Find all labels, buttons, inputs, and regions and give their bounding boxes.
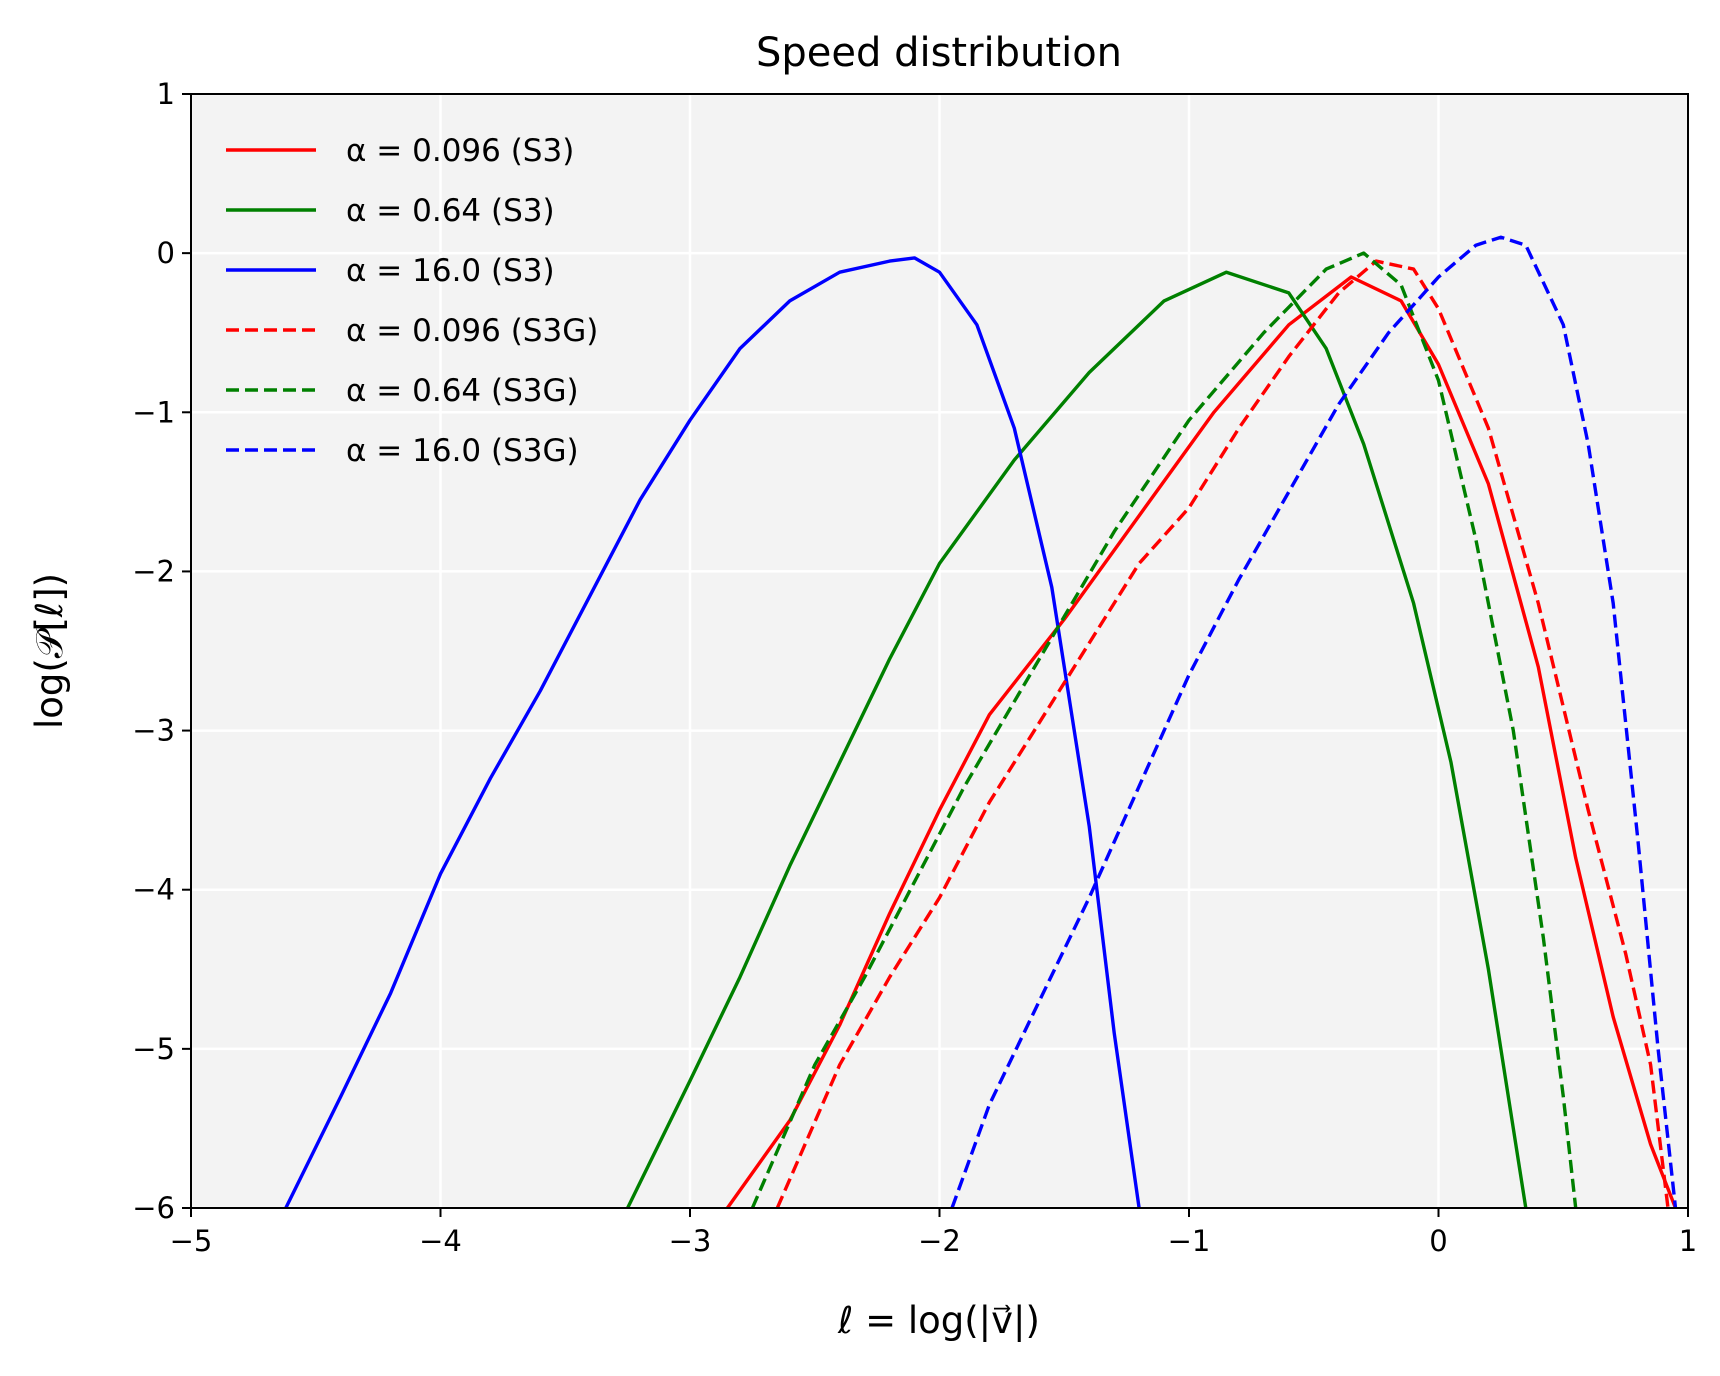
y-tick-label: −5: [132, 1032, 175, 1066]
series-line-0: [726, 275, 1678, 1209]
series-line-3: [775, 259, 1670, 1209]
x-tick-label: −4: [419, 1224, 462, 1258]
legend-label-0: α = 0.096 (S3): [346, 133, 574, 169]
x-tick-label: 1: [1679, 1224, 1697, 1258]
legend-label-2: α = 16.0 (S3): [346, 253, 555, 289]
y-tick-label: −3: [132, 714, 175, 748]
x-tick-label: −3: [669, 1224, 712, 1258]
y-tick-label: −6: [132, 1191, 175, 1225]
x-tick-label: −2: [918, 1224, 961, 1258]
y-tick-label: 0: [157, 236, 175, 270]
y-tick-label: −1: [132, 395, 175, 429]
chart-title: Speed distribution: [756, 30, 1122, 76]
axis-ticks: −5 −4 −3 −2 −1 0 1−6−5−4−3−2−101: [132, 77, 1697, 1258]
legend-label-1: α = 0.64 (S3): [346, 193, 555, 229]
series-layer: [284, 235, 1678, 1209]
x-tick-label: −5: [170, 1224, 213, 1258]
x-tick-label: −1: [1168, 1224, 1211, 1258]
legend-label-3: α = 0.096 (S3G): [346, 313, 598, 349]
y-tick-label: −2: [132, 554, 175, 588]
series-line-2: [284, 256, 1141, 1209]
series-line-5: [950, 235, 1678, 1209]
series-line-1: [626, 270, 1528, 1209]
legend-label-5: α = 16.0 (S3G): [346, 433, 579, 469]
x-axis-label: ℓ = log(|v⃗|): [837, 1299, 1040, 1342]
series-line-4: [750, 251, 1578, 1209]
y-tick-label: 1: [157, 77, 175, 111]
y-axis-label: log(𝒫[ℓ]): [28, 573, 71, 729]
legend: α = 0.096 (S3) α = 0.64 (S3) α = 16.0 (S3)…: [226, 133, 598, 469]
legend-label-4: α = 0.64 (S3G): [346, 373, 579, 409]
y-tick-label: −4: [132, 873, 175, 907]
x-tick-label: 0: [1429, 1224, 1447, 1258]
